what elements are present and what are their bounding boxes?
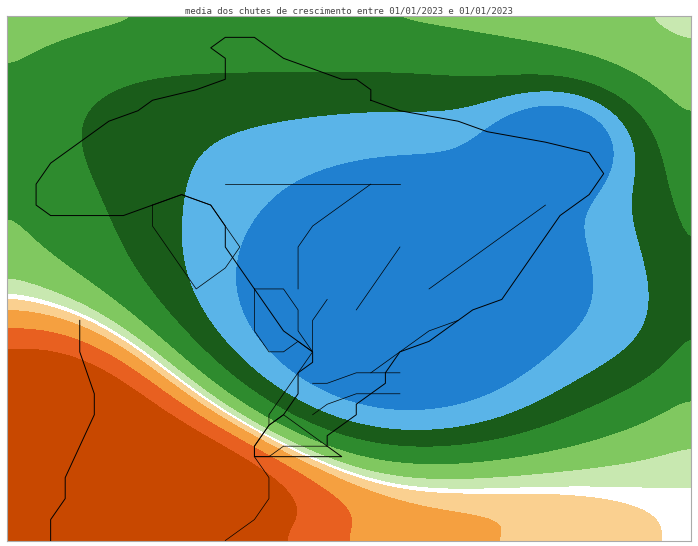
Title: media dos chutes de crescimento entre 01/01/2023 e 01/01/2023: media dos chutes de crescimento entre 01…: [185, 7, 513, 16]
